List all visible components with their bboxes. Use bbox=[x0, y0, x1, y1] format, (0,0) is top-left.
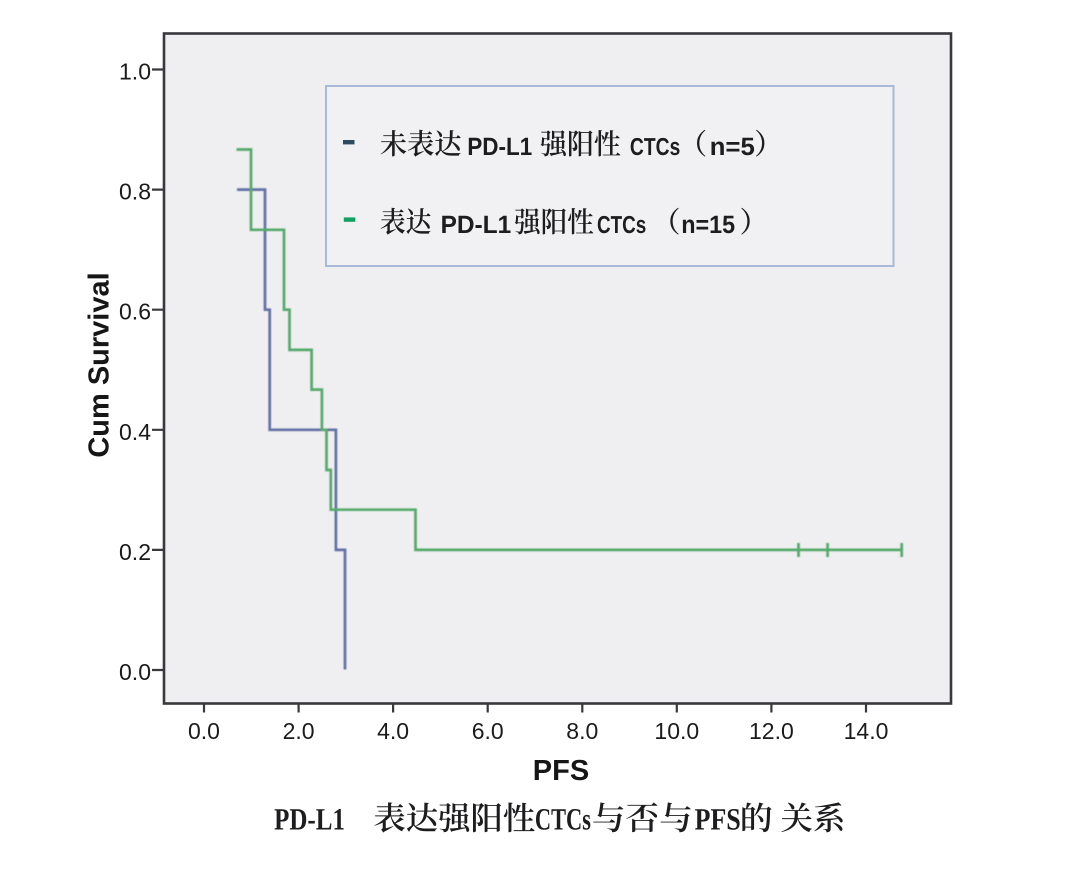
svg-text:0.6: 0.6 bbox=[119, 299, 151, 325]
svg-text:Cum Survival: Cum Survival bbox=[83, 272, 115, 457]
svg-text:6.0: 6.0 bbox=[472, 718, 504, 744]
svg-text:12.0: 12.0 bbox=[749, 718, 794, 744]
svg-text:0.4: 0.4 bbox=[119, 419, 151, 445]
svg-text:0.2: 0.2 bbox=[119, 539, 151, 565]
svg-text:0.8: 0.8 bbox=[119, 179, 151, 205]
svg-text:2.0: 2.0 bbox=[283, 718, 315, 744]
svg-text:PFS: PFS bbox=[533, 755, 589, 787]
svg-text:1.0: 1.0 bbox=[119, 59, 151, 85]
svg-text:0.0: 0.0 bbox=[188, 718, 220, 744]
svg-text:10.0: 10.0 bbox=[654, 718, 699, 744]
svg-text:14.0: 14.0 bbox=[844, 718, 889, 744]
svg-text:0.0: 0.0 bbox=[119, 659, 151, 685]
svg-text:4.0: 4.0 bbox=[377, 718, 409, 744]
svg-text:8.0: 8.0 bbox=[566, 718, 598, 744]
